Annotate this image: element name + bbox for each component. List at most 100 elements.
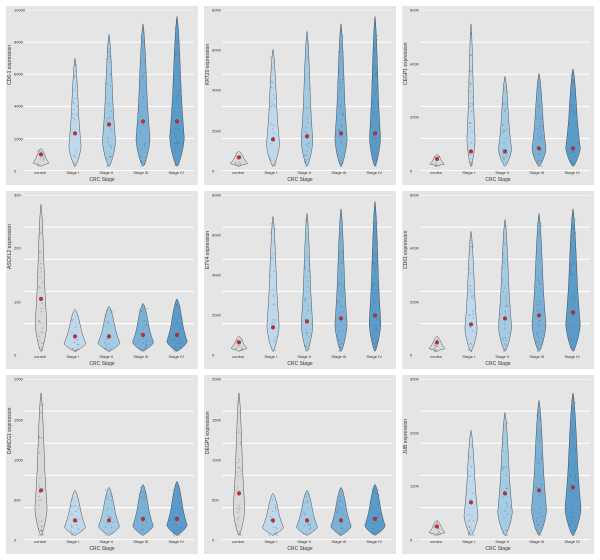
median-dot (175, 119, 179, 123)
ytick-label: 2000 (212, 313, 221, 318)
median-dot (271, 137, 275, 141)
ytick-label: 4000 (410, 61, 419, 66)
violin-control (35, 204, 47, 351)
median-dot (435, 340, 439, 344)
median-dot (469, 149, 473, 153)
median-dot (339, 131, 343, 135)
ylabel: JUB expression (403, 419, 409, 454)
ytick-label: 0 (14, 353, 16, 358)
ylabel: ETV4 expression (205, 231, 211, 269)
ytick-label: 0 (14, 168, 16, 173)
plot-area (420, 379, 590, 540)
plot-area (420, 10, 590, 171)
ytick-label: 4000 (212, 273, 221, 278)
violin-stage-iii (532, 73, 546, 166)
violin-control (233, 393, 245, 535)
ytick-label: 8000 (14, 40, 23, 45)
violin-stage-i (266, 49, 279, 166)
violin-stage-iv (167, 299, 187, 351)
ytick-label: 6000 (410, 192, 419, 197)
xlabel: CRC Stage (485, 177, 510, 183)
violin-stage-ii (301, 31, 313, 166)
median-dot (175, 517, 179, 521)
violin-stage-iii (532, 213, 546, 351)
ytick-label: 1000 (212, 457, 221, 462)
violin-stage-ii (297, 491, 318, 536)
violin-stage-iii (136, 24, 150, 166)
violin-stage-iv (565, 393, 581, 535)
median-dot (141, 517, 145, 521)
ytick-label: 3000 (410, 377, 419, 382)
violin-stage-iv (369, 201, 381, 351)
xlabel: CRC Stage (287, 361, 312, 367)
violin-panel-dancg1: DANCG1 expressionCRC StagecontrolStage I… (6, 375, 198, 554)
violin-stage-ii (99, 488, 120, 536)
violin-stage-i (467, 24, 475, 166)
ytick-label: 200 (14, 246, 21, 251)
ylabel: CD6-1 expression (7, 45, 13, 85)
median-dot (339, 316, 343, 320)
ytick-label: 500 (212, 497, 219, 502)
ytick-label: 0 (212, 538, 214, 543)
violin-stage-ii (301, 213, 313, 351)
ytick-label: 500 (14, 497, 21, 502)
violin-panel-jub: JUB expressionCRC StagecontrolStage ISta… (402, 375, 594, 554)
violin-stage-ii (498, 413, 512, 536)
violin-stage-iv (167, 482, 187, 536)
ytick-label: 1000 (410, 484, 419, 489)
plot-area (24, 195, 194, 356)
median-dot (503, 149, 507, 153)
violin-panel-cd6-1: CD6-1 expressionCRC StagecontrolStage IS… (6, 6, 198, 185)
plot-area (222, 195, 392, 356)
violin-stage-iv (369, 16, 380, 166)
xlabel: CRC Stage (287, 546, 312, 552)
ytick-label: 4000 (212, 88, 221, 93)
xlabel: CRC Stage (89, 361, 114, 367)
median-dot (305, 319, 309, 323)
ytick-label: 2000 (14, 377, 23, 382)
median-dot (237, 155, 241, 159)
median-dot (571, 146, 575, 150)
median-dot (39, 489, 43, 493)
median-dot (373, 517, 377, 521)
median-dot (39, 152, 43, 156)
ytick-label: 300 (14, 192, 21, 197)
violin-stage-ii (98, 306, 120, 351)
median-dot (571, 310, 575, 314)
median-dot (141, 333, 145, 337)
violin-panel-krt20: KRT20 expressionCRC StagecontrolStage IS… (204, 6, 396, 185)
plot-area (222, 10, 392, 171)
xlabel: CRC Stage (89, 177, 114, 183)
xlabel: CRC Stage (485, 546, 510, 552)
violin-stage-ii (102, 34, 115, 166)
median-dot (39, 297, 43, 301)
median-dot (503, 492, 507, 496)
median-dot (339, 519, 343, 523)
ylabel: CD61 expression (403, 231, 409, 269)
ytick-label: 6000 (212, 232, 221, 237)
violin-panel-degp1: DEGP1 expressionCRC StagecontrolStage IS… (204, 375, 396, 554)
ytick-label: 10000 (14, 8, 25, 13)
ytick-label: 4000 (14, 104, 23, 109)
plot-area (24, 379, 194, 540)
ytick-label: 100 (14, 299, 21, 304)
median-dot (237, 492, 241, 496)
median-dot (271, 325, 275, 329)
violin-panel-etv4: ETV4 expressionCRC StagecontrolStage ISt… (204, 191, 396, 370)
median-dot (73, 131, 77, 135)
ytick-label: 2000 (212, 377, 221, 382)
violin-stage-i (267, 216, 279, 351)
median-dot (571, 486, 575, 490)
ytick-label: 6000 (212, 48, 221, 53)
ytick-label: 0 (410, 168, 412, 173)
xlabel: CRC Stage (89, 546, 114, 552)
ytick-label: 1000 (14, 457, 23, 462)
ytick-label: 4000 (410, 246, 419, 251)
median-dot (469, 501, 473, 505)
median-dot (73, 519, 77, 523)
ylabel: CEGP1 expression (403, 42, 409, 85)
ylabel: KRT20 expression (205, 44, 211, 85)
violin-control (35, 393, 47, 535)
median-dot (503, 316, 507, 320)
median-dot (373, 131, 377, 135)
